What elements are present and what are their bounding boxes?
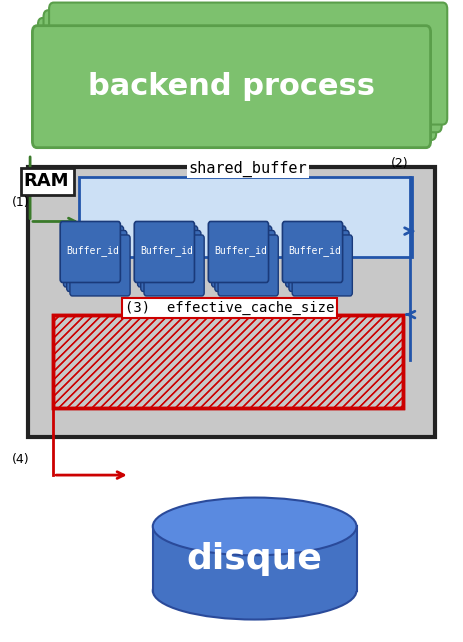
Text: (2): (2) xyxy=(391,157,409,170)
Text: (1): (1) xyxy=(12,196,29,209)
Text: (3)  effective_cache_size: (3) effective_cache_size xyxy=(125,301,334,315)
Ellipse shape xyxy=(153,562,357,620)
Text: RAM: RAM xyxy=(24,172,69,190)
FancyBboxPatch shape xyxy=(67,230,127,291)
Text: (4): (4) xyxy=(12,453,29,465)
FancyBboxPatch shape xyxy=(289,230,349,291)
Text: disque: disque xyxy=(187,542,323,575)
FancyBboxPatch shape xyxy=(32,26,431,148)
Text: Buffer_id: Buffer_id xyxy=(214,245,267,256)
FancyBboxPatch shape xyxy=(21,168,74,195)
Text: Buffer_id: Buffer_id xyxy=(66,245,119,256)
FancyBboxPatch shape xyxy=(60,221,120,282)
FancyBboxPatch shape xyxy=(134,221,194,282)
FancyBboxPatch shape xyxy=(208,221,269,282)
Text: Buffer_id: Buffer_id xyxy=(288,245,341,256)
FancyBboxPatch shape xyxy=(28,167,435,437)
FancyBboxPatch shape xyxy=(63,226,124,287)
Text: shared_buffer: shared_buffer xyxy=(188,160,307,177)
FancyBboxPatch shape xyxy=(282,221,343,282)
FancyBboxPatch shape xyxy=(292,235,352,296)
FancyBboxPatch shape xyxy=(215,230,275,291)
FancyBboxPatch shape xyxy=(286,226,346,287)
FancyBboxPatch shape xyxy=(218,235,278,296)
FancyBboxPatch shape xyxy=(141,230,201,291)
FancyBboxPatch shape xyxy=(38,18,436,140)
FancyBboxPatch shape xyxy=(70,235,130,296)
Polygon shape xyxy=(153,526,357,591)
FancyBboxPatch shape xyxy=(79,177,412,257)
FancyBboxPatch shape xyxy=(144,235,204,296)
Bar xyxy=(53,315,403,408)
FancyBboxPatch shape xyxy=(49,3,447,125)
FancyBboxPatch shape xyxy=(44,10,442,132)
Ellipse shape xyxy=(153,498,357,555)
Text: Buffer_id: Buffer_id xyxy=(140,245,193,256)
FancyBboxPatch shape xyxy=(138,226,198,287)
FancyBboxPatch shape xyxy=(212,226,272,287)
Text: backend process: backend process xyxy=(88,72,375,101)
